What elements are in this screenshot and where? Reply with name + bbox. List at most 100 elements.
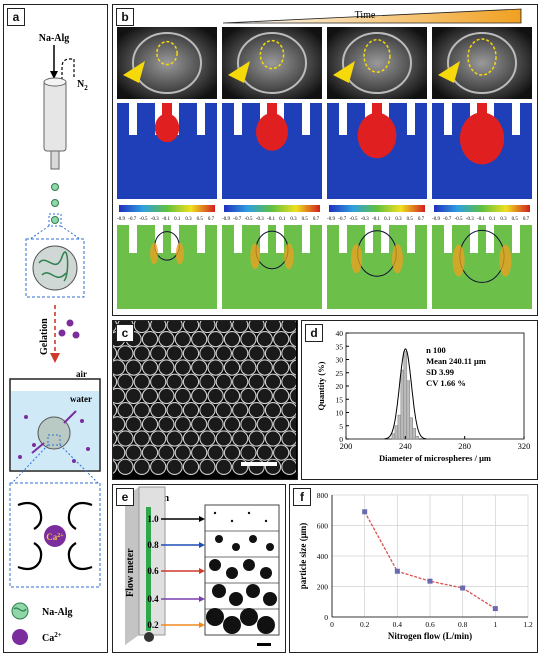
droplet [260,567,272,579]
y-tick-label: 0 [324,613,328,622]
histogram-bar [394,425,399,440]
gaussian-fit-curve [384,348,427,440]
colorbar-tick-label: -0.3 [466,217,474,222]
pointer-arrow-icon [228,61,250,83]
data-point [427,578,433,584]
droplet [213,511,217,515]
y-tick-label: 600 [317,522,329,531]
colorbar-tick-label: -0.7 [338,217,346,222]
simulated-droplet [357,112,397,159]
colorbar-tick-label: -0.7 [443,217,451,222]
x-tick-label: 0.2 [360,620,370,629]
colorbar-tick-label: -0.5 [350,217,358,222]
droplet [229,592,243,606]
panel-label-b: b [116,8,134,26]
x-tick-label: 0 [330,620,334,629]
simulated-droplet [154,113,180,143]
colorbar-tick-label: 0.3 [395,217,402,222]
gas-line [61,58,75,85]
colorbar-tick-label: 0.3 [500,217,507,222]
droplet-outline [259,39,285,70]
ion-dot [66,319,74,327]
gelation-arrowhead [50,353,60,363]
droplet [206,608,224,626]
beaker [9,378,101,472]
pointer-arrow-icon [123,61,145,83]
colorbar-tick-label: 0.7 [313,217,320,222]
time-wedge [222,8,522,24]
legend-label-calcium: Ca2+ [42,631,62,644]
gelation-label: Gelation [39,318,50,355]
panel-label-d: d [305,324,323,342]
device-label: Flow meter [125,548,136,597]
ion-arrow [63,410,77,424]
histogram-bar [403,351,408,440]
zoom-box-large [25,238,85,298]
pointer-arrow-icon [438,61,460,83]
droplet [223,616,241,634]
panel-label-c: c [116,324,134,342]
panel-d: d 200 240 280 320 0 5 10 15 20 25 30 35 40 Diameter o… [301,320,538,480]
meter-side [125,487,139,645]
x-tick-label: 200 [340,441,353,451]
series-line [364,511,496,610]
ion-dot [72,331,80,339]
colorbar-tick-label: -0.5 [245,217,253,222]
colorbar [434,205,530,212]
zoom-line [60,225,81,240]
histogram-bar [406,380,411,440]
colorbar [119,205,215,212]
histogram-bar [397,414,402,440]
droplet [212,584,226,598]
stat-label: CV 1.66 % [426,378,466,388]
colorbar-tick-label: 0.1 [174,217,181,222]
pointer-arrow-icon [333,61,355,83]
colorbar-tick-label: 0.3 [185,217,192,222]
gel-bead [37,416,71,450]
legend-label-alginate: Na-Alg [42,607,73,618]
gas-label: N2 [77,79,88,92]
droplet [226,567,238,579]
stat-label: n 100 [426,345,446,355]
time-label: Time [355,10,376,21]
y-tick-label: 35 [336,342,344,351]
simulated-droplet [256,113,288,151]
colorbar-tick-label: 0.7 [523,217,530,222]
panel-b: b Time -0.9 -0.7 -0.5 -0.3 -0.1 0.1 0.3 0.5 0.7-… [112,4,538,316]
colorbar [329,205,425,212]
colorbar-tick-label: -0.7 [233,217,241,222]
colorbar-tick-label: -0.9 [432,217,440,222]
x-tick-label: 0.8 [458,620,468,629]
histogram-bar [412,428,416,440]
scale-bar [241,462,277,466]
droplet [246,584,260,598]
panel-label-a: a [7,8,25,26]
x-tick-label: 0.6 [425,620,435,629]
flow-tick-label: 0.4 [147,594,159,604]
droplet-3 [51,216,59,224]
x-tick-label: 1.2 [523,620,533,629]
x-tick-label: 280 [458,441,471,451]
panel-label-f: f [293,488,311,506]
y-axis-label: Quantity (%) [316,361,326,410]
panel-label-e: e [116,488,134,506]
flow-tick-label: 0.6 [147,566,159,576]
flow-meter [138,486,166,636]
meter-tube [146,507,151,631]
ion-label: Ca2+ [46,532,64,542]
colorbar-tick-label: -0.1 [372,217,380,222]
colorbar-tick-label: -0.3 [361,217,369,222]
panel-f: f 0 200 400 600 800 0 0.2 0.4 0.6 0.8 1 1.2 Nitrogen… [289,484,538,653]
ion-dot [58,329,66,337]
colorbar-tick-label: -0.9 [222,217,230,222]
scale-bar-e [257,643,271,646]
colorbar-tick-label: 0.5 [302,217,309,222]
microsphere-micrograph [100,316,306,476]
alginate-chains [38,251,69,282]
stat-label: Mean 240.11 μm [426,356,486,366]
flow-tick-label: 0.2 [147,620,159,630]
nozzle [43,80,67,152]
inlet-label: Na-Alg [39,33,70,44]
nozzle-tip [50,150,60,170]
simulation-svg: Time -0.9 -0.7 -0.5 -0.3 -0.1 0.1 0.3 0.5 0.7 -0.… [117,8,532,309]
